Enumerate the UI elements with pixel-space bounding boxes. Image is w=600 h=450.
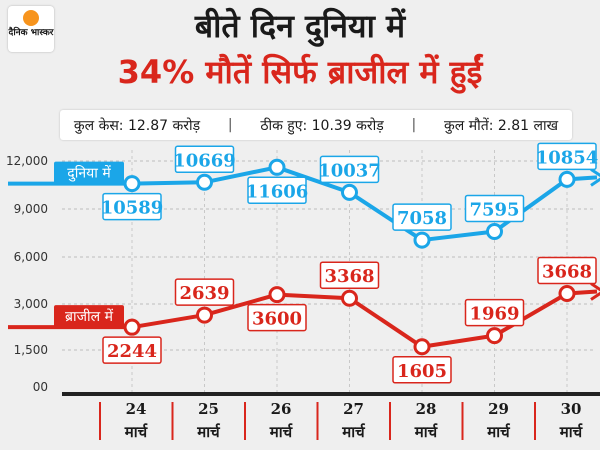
data-label-box	[537, 142, 597, 171]
stat-recovered: ठीक हुए: 10.39 करोड़	[260, 117, 384, 134]
y-tick-label: 9,000	[14, 202, 48, 216]
data-label: 7058	[397, 208, 447, 229]
data-label: 1969	[469, 304, 519, 325]
data-label-box	[247, 176, 307, 205]
data-label-box	[102, 336, 162, 364]
data-point	[486, 222, 503, 240]
y-tick-label: 6,000	[14, 250, 48, 264]
data-label: 10669	[173, 150, 236, 171]
y-tick-label: 12,000	[6, 154, 48, 168]
series-brazil: ब्राजील में 2244 2639 3600 3368 1605 1969 3668	[8, 256, 600, 384]
series-name: दुनिया में	[67, 165, 111, 183]
stat-separator: |	[411, 117, 417, 133]
data-label-box	[174, 278, 235, 306]
x-tick-month: मार्च	[124, 423, 149, 441]
series-arrow-head	[590, 168, 600, 187]
data-point	[341, 183, 358, 201]
x-tick-month: मार्च	[559, 423, 584, 441]
data-label: 10037	[318, 160, 381, 181]
data-label: 3368	[324, 266, 374, 287]
series-name-bg	[54, 161, 124, 184]
data-label-box	[392, 203, 452, 231]
y-tick-label: 3,000	[14, 297, 48, 311]
x-tick-month: मार्च	[486, 423, 511, 441]
data-label: 10589	[101, 198, 164, 219]
series-name-tag: ब्राजील में	[54, 305, 124, 328]
x-tick-month: मार्च	[341, 423, 366, 441]
series-name-tag: दुनिया में	[54, 161, 124, 184]
data-label: 11606	[246, 181, 309, 202]
data-point	[558, 170, 576, 188]
data-point	[123, 318, 141, 336]
series-arrow-head	[590, 282, 600, 301]
data-label: 7595	[469, 199, 519, 220]
x-axis-line	[62, 392, 600, 396]
data-point	[123, 175, 141, 193]
logo-text: दैनिक भास्कर	[8, 28, 54, 38]
series-name: ब्राजील में	[65, 308, 114, 325]
data-label-box	[464, 298, 525, 327]
x-tick-day: 24	[126, 400, 147, 418]
series-world: दुनिया में 10589 10669 11606 10037 7058 7595 10…	[8, 142, 600, 249]
data-point	[558, 285, 576, 303]
stat-separator: |	[227, 117, 233, 133]
x-tick-day: 25	[198, 400, 219, 418]
data-label-box	[174, 145, 235, 174]
x-tick-month: मार्च	[269, 423, 294, 441]
data-point	[268, 158, 286, 176]
data-point	[486, 327, 503, 345]
data-label: 2244	[107, 341, 157, 362]
y-tick-label: 1,500	[14, 343, 48, 357]
brand-logo: दैनिक भास्कर	[8, 6, 54, 52]
stat-total-cases: कुल केस: 12.87 करोड़	[73, 117, 201, 134]
data-label: 3668	[542, 262, 592, 283]
data-label-box	[464, 194, 525, 223]
data-point	[341, 289, 358, 307]
data-point	[196, 306, 213, 324]
data-point	[196, 173, 213, 191]
data-label-box	[319, 261, 380, 289]
data-label-box	[537, 256, 597, 285]
data-label-box	[102, 192, 162, 221]
x-tick-day: 26	[271, 400, 292, 418]
series-name-bg	[54, 305, 124, 328]
x-tick-day: 29	[488, 400, 509, 418]
data-point	[413, 231, 431, 249]
sun-icon	[23, 10, 39, 26]
headline-line-1: बीते दिन दुनिया में	[194, 7, 406, 45]
stats-bar: कुल केस: 12.87 करोड़ | ठीक हुए: 10.39 कर…	[60, 110, 572, 140]
x-tick-day: 27	[343, 400, 364, 418]
data-label: 1605	[397, 361, 447, 382]
headline-line-2: 34% मौतें सिर्फ ब्राजील में हुईं	[117, 53, 483, 91]
x-tick-day: 30	[561, 400, 582, 418]
data-label-box	[247, 303, 307, 332]
data-label: 2639	[179, 283, 229, 304]
data-label-box	[392, 356, 452, 384]
x-tick-month: मार्च	[196, 423, 221, 441]
y-tick-label: 00	[33, 380, 48, 394]
data-point	[268, 286, 286, 304]
data-label-box	[319, 155, 380, 184]
data-label: 3600	[252, 309, 302, 330]
x-tick-month: मार्च	[414, 423, 439, 441]
data-label: 10854	[536, 147, 599, 168]
stat-total-deaths: कुल मौतें: 2.81 लाख	[444, 117, 559, 134]
data-point	[413, 338, 431, 356]
x-tick-day: 28	[416, 400, 437, 418]
